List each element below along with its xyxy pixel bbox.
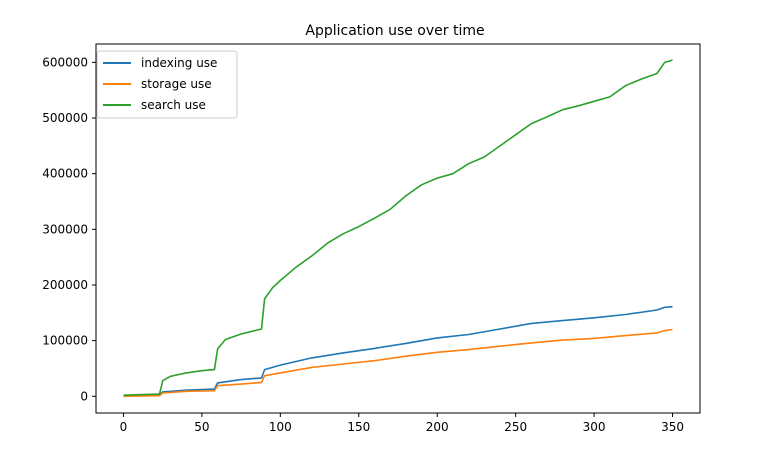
y-tick-label: 300000: [42, 222, 88, 236]
y-tick-label: 400000: [42, 167, 88, 181]
y-tick-label: 600000: [42, 55, 88, 69]
x-tick-label: 250: [504, 420, 527, 434]
series-line-2: [123, 328, 673, 398]
y-axis: 0 100000 200000 300000 400000 500000 600000: [42, 55, 96, 403]
x-tick-label: 200: [426, 420, 449, 434]
x-axis: 0 50 100 150 200 250 300 350: [120, 413, 684, 434]
series-line-1: [123, 305, 673, 397]
plot-frame: [95, 43, 701, 414]
x-tick-label: 0: [120, 420, 128, 434]
legend-label: indexing use: [141, 56, 217, 70]
legend-box: [96, 50, 238, 119]
y-tick-label: 0: [80, 389, 88, 403]
y-tick-label: 100000: [42, 334, 88, 348]
x-tick-label: 300: [583, 420, 606, 434]
series-layer: [123, 59, 673, 398]
chart-title: Application use over time: [305, 23, 484, 39]
y-tick-label: 200000: [42, 278, 88, 292]
legend-label: storage use: [141, 77, 212, 91]
legend-label: search use: [141, 98, 206, 112]
x-tick-label: 150: [347, 420, 370, 434]
x-tick-label: 350: [661, 420, 684, 434]
x-tick-label: 50: [194, 420, 209, 434]
series-line-3: [123, 59, 673, 396]
legend: indexing use storage use search use: [96, 50, 238, 119]
y-tick-label: 500000: [42, 111, 88, 125]
x-tick-label: 100: [269, 420, 292, 434]
